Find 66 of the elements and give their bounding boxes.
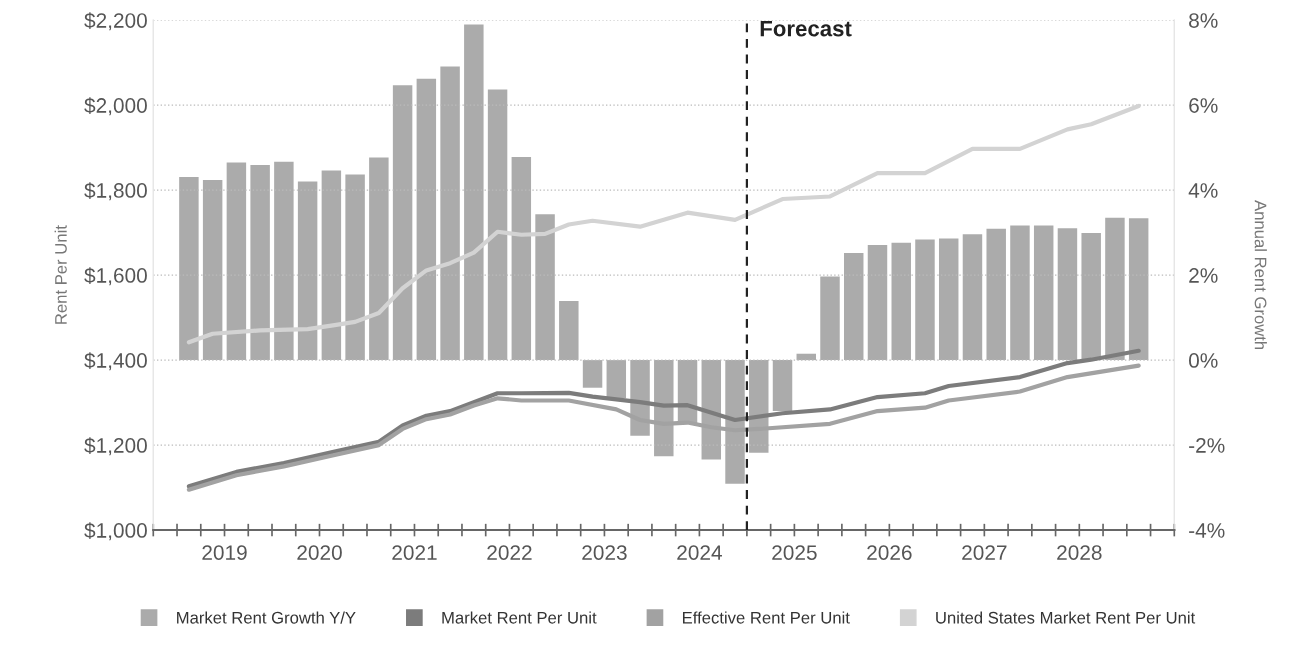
y-tick-label: $2,200 [84,12,147,31]
bar [1010,225,1030,361]
bar [962,234,983,361]
bar [891,242,911,361]
y-tick-label: $1,800 [84,182,147,201]
bar [938,238,959,361]
x-tick-label: 2025 [772,545,817,560]
bar [606,360,627,399]
bar [369,157,389,361]
y2-tick-label: 8% [1189,13,1218,28]
bar [772,360,793,412]
y2-tick-label: -2% [1189,438,1225,453]
bar [297,181,318,361]
y2-tick-label: 2% [1189,268,1218,283]
y2-tick-label: -4% [1189,523,1225,538]
x-tick-label: 2020 [297,545,342,560]
x-tick-label: 2028 [1057,545,1102,560]
bar [392,85,413,361]
legend-label: Market Rent Growth Y/Y [177,611,356,624]
x-tick-label: 2026 [867,545,912,560]
y-axis-title: Rent Per Unit [54,225,67,324]
bar [582,360,603,388]
bar [535,214,555,361]
bar [274,161,294,361]
bar [440,66,460,361]
y-tick-label: $1,000 [84,522,147,541]
bar [416,78,437,361]
bar [1081,233,1101,361]
x-tick-label: 2023 [582,545,627,560]
bar [867,244,888,361]
y-tick-label: $1,200 [84,437,147,456]
bar [464,24,484,361]
bar [202,179,223,361]
bar [487,89,508,361]
bar [559,301,579,361]
line-series [186,103,1141,345]
bar [986,228,1006,361]
bar [511,156,532,361]
legend-label: Effective Rent Per Unit [682,611,850,624]
x-tick-label: 2022 [487,545,532,560]
bar [250,165,270,361]
x-tick-label: 2021 [392,545,437,560]
bar [345,174,365,361]
bar [321,170,342,361]
bar [226,162,247,361]
bar [820,276,840,361]
legend-label: United States Market Rent Per Unit [936,611,1196,624]
legend-label: Market Rent Per Unit [442,611,597,624]
x-tick-label: 2024 [677,545,722,560]
bar [1128,218,1149,361]
bar [179,176,199,361]
y-tick-label: $2,000 [84,97,147,116]
x-tick-label: 2019 [202,545,247,560]
x-tick-label: 2027 [962,545,1007,560]
bar [1033,225,1054,361]
bar [915,239,935,361]
y-tick-label: $1,400 [84,352,147,371]
bar [1105,217,1125,361]
y2-tick-label: 0% [1189,353,1218,368]
bar [1057,228,1078,361]
ref-line-label: Forecast [760,20,852,37]
y2-tick-label: 6% [1189,98,1218,113]
y-tick-label: $1,600 [84,267,147,286]
y2-axis-title: Annual Rent Growth [1254,200,1267,350]
y2-tick-label: 4% [1188,183,1218,198]
bar [844,253,864,361]
